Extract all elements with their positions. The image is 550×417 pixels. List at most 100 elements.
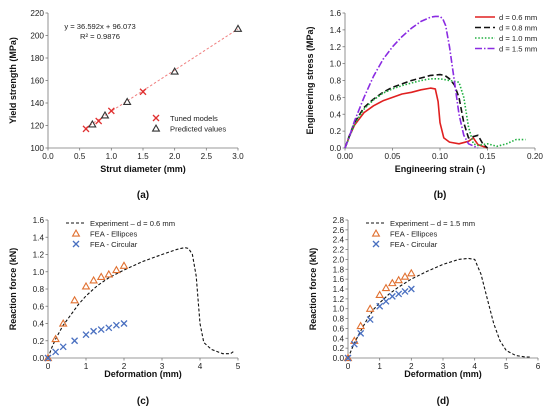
legend-label: FEA - Circular <box>390 240 438 249</box>
data-point <box>139 88 147 96</box>
y-tick-label: 1.0 <box>330 60 342 69</box>
series-line <box>344 87 488 149</box>
data-point-stroke2 <box>71 337 79 345</box>
data-point-stroke2 <box>44 354 52 362</box>
legend-swatch <box>151 123 161 132</box>
series-0 <box>347 257 532 359</box>
y-tick-label: 1.2 <box>333 295 345 304</box>
panel-label: (c) <box>137 396 149 407</box>
legend-item: FEA - Ellipces <box>371 228 437 239</box>
series-1 <box>43 261 129 362</box>
x-tick-label: 0.5 <box>74 152 86 161</box>
data-point <box>82 331 90 339</box>
data-point-stroke2 <box>107 107 115 115</box>
y-tick-label: 0.4 <box>330 110 342 119</box>
legend-label: Tuned models <box>170 114 218 123</box>
data-point <box>119 261 129 269</box>
legend-item: Tuned models <box>152 114 218 123</box>
y-tick-label: 0.6 <box>330 93 342 102</box>
panel-label: (a) <box>137 190 149 201</box>
x-axis-label: Engineering strain (-) <box>395 164 486 174</box>
x-tick-label: 0 <box>346 362 351 371</box>
series-line <box>47 247 235 359</box>
data-point <box>388 292 396 300</box>
y-tick-label: 1.0 <box>33 268 45 277</box>
y-tick-label: 2.6 <box>333 226 345 235</box>
y-tick-label: 0.6 <box>333 324 345 333</box>
data-point-stroke2 <box>407 285 415 293</box>
x-tick-label: 0.15 <box>480 152 496 161</box>
legend-item: d = 0.6 mm <box>475 13 537 22</box>
legend-label: FEA - Ellipces <box>90 230 137 239</box>
series-0 <box>82 88 147 133</box>
y-tick-label: 0.2 <box>333 344 345 353</box>
y-tick-label: 1.6 <box>333 275 345 284</box>
y-tick-label: 0.4 <box>33 320 45 329</box>
data-point-stroke2 <box>357 329 365 337</box>
data-point <box>365 304 375 312</box>
data-point-stroke2 <box>366 316 374 324</box>
data-point <box>44 354 52 362</box>
chart-b: 0.00 0.05 0.10 0.15 0.20 0.0 0.2 0.4 0.6 0.8 1.0 1.… <box>305 9 543 201</box>
legend-label: d = 0.8 mm <box>499 24 537 33</box>
y-axis-label: Reaction force (kN) <box>308 248 318 331</box>
series-line <box>344 15 479 149</box>
y-tick-label: 1.6 <box>33 216 45 225</box>
y-tick-label: 0.8 <box>333 315 345 324</box>
x-tick-label: 3 <box>160 362 165 371</box>
legend-label: d = 0.6 mm <box>499 13 537 22</box>
panel-label: (b) <box>434 190 447 201</box>
x-tick-label: 3.0 <box>232 152 244 161</box>
x-tick-label: 4 <box>198 362 203 371</box>
trendline <box>85 28 239 129</box>
data-point <box>407 285 415 293</box>
data-point <box>406 268 416 277</box>
legend-swatch <box>152 114 160 122</box>
x-tick-label: 0.00 <box>337 152 353 161</box>
y-tick-label: 0.0 <box>330 144 342 153</box>
legend-item: d = 1.5 mm <box>475 45 537 54</box>
data-point-stroke2 <box>382 297 390 305</box>
y-tick-label: 180 <box>30 54 44 63</box>
y-tick-label: 2.4 <box>333 236 345 245</box>
legend-swatch <box>71 228 81 237</box>
data-point <box>81 281 91 290</box>
x-tick-label: 0.05 <box>385 152 401 161</box>
data-point <box>170 66 180 75</box>
legend-item: FEA - Ellipces <box>71 228 137 239</box>
data-point <box>120 320 128 327</box>
data-point <box>70 295 79 304</box>
legend-label: FEA - Circular <box>90 240 138 249</box>
series-0 <box>47 247 235 359</box>
legend-item: Predicted values <box>151 123 226 134</box>
data-point <box>96 272 106 281</box>
data-point-stroke2 <box>344 354 352 362</box>
data-point <box>97 326 105 333</box>
annotation: y = 36.592x + 96.073 <box>64 22 135 31</box>
data-point <box>350 340 358 348</box>
data-point-stroke2 <box>90 327 98 335</box>
series-1 <box>344 73 489 149</box>
y-axis-label: Reaction force (kN) <box>8 248 18 331</box>
legend-label: d = 1.5 mm <box>499 45 537 54</box>
data-point-stroke2 <box>388 292 396 300</box>
x-tick-label: 0.20 <box>527 152 543 161</box>
x-tick-label: 5 <box>504 362 509 371</box>
legend-label: Predicted values <box>170 125 226 134</box>
data-point <box>100 110 110 119</box>
series-line <box>344 73 489 149</box>
y-tick-label: 0.6 <box>33 302 45 311</box>
legend-label: Experiment – d = 0.6 mm <box>90 219 175 228</box>
y-tick-label: 1.4 <box>330 26 342 35</box>
data-point-stroke2 <box>112 321 120 329</box>
x-tick-label: 0.0 <box>42 152 54 161</box>
y-tick-label: 100 <box>30 144 44 153</box>
x-tick-label: 2.5 <box>201 152 213 161</box>
legend-item: d = 0.8 mm <box>475 24 537 33</box>
legend-swatch <box>371 228 381 237</box>
x-axis-label: Strut diameter (mm) <box>100 164 186 174</box>
data-point-stroke2 <box>52 348 60 356</box>
y-tick-label: 0.0 <box>333 354 345 363</box>
data-point <box>58 318 68 327</box>
